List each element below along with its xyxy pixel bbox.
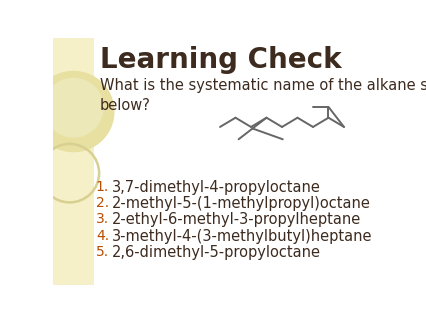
Text: 1.: 1.	[96, 180, 109, 194]
Text: 3.: 3.	[96, 212, 109, 227]
Text: What is the systematic name of the alkane shown
below?: What is the systematic name of the alkan…	[100, 78, 426, 113]
Text: Learning Check: Learning Check	[100, 46, 341, 74]
Circle shape	[44, 78, 103, 137]
Text: 2.: 2.	[96, 196, 109, 210]
Text: 4.: 4.	[96, 228, 109, 243]
Text: 3-methyl-4-(3-methylbutyl)heptane: 3-methyl-4-(3-methylbutyl)heptane	[112, 228, 372, 244]
Text: 5.: 5.	[96, 245, 109, 259]
FancyBboxPatch shape	[53, 38, 93, 285]
Circle shape	[33, 71, 114, 152]
Text: 2-methyl-5-(1-methylpropyl)octane: 2-methyl-5-(1-methylpropyl)octane	[112, 196, 370, 211]
Text: 3,7-dimethyl-4-propyloctane: 3,7-dimethyl-4-propyloctane	[112, 180, 320, 195]
Text: 2,6-dimethyl-5-propyloctane: 2,6-dimethyl-5-propyloctane	[112, 245, 320, 260]
Text: 2-ethyl-6-methyl-3-propylheptane: 2-ethyl-6-methyl-3-propylheptane	[112, 212, 361, 228]
